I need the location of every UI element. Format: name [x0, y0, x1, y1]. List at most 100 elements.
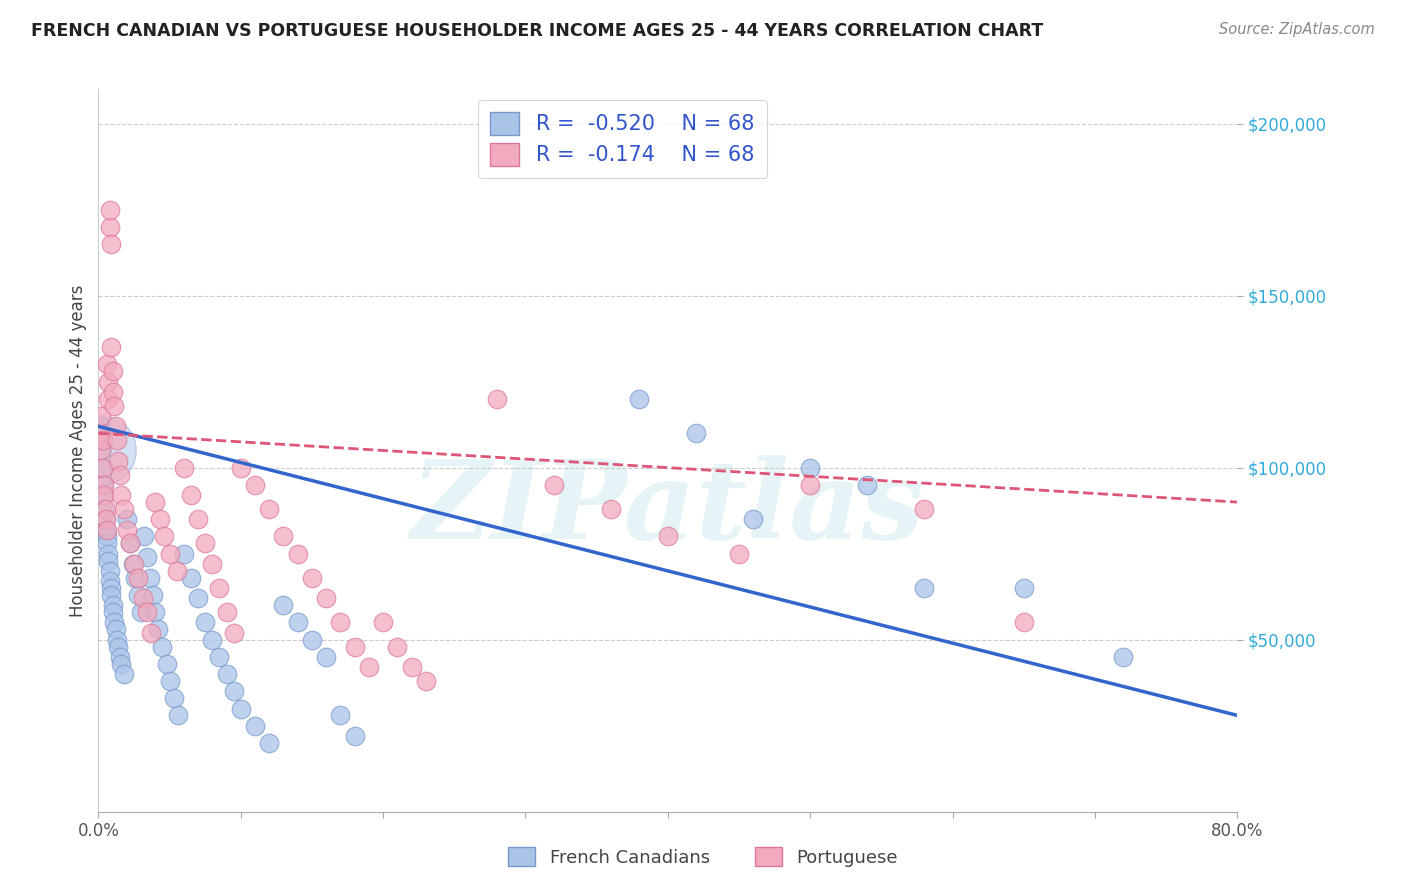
Point [105, 632, 128, 647]
Point [856, 478, 879, 492]
Point [94, 512, 117, 526]
Point [98, 202, 121, 217]
Point [110, 657, 132, 671]
Point [96, 523, 118, 537]
Point [222, 625, 245, 640]
Point [107, 640, 129, 654]
Point [912, 502, 935, 516]
Point [93, 478, 115, 492]
Point [187, 512, 209, 526]
Point [387, 640, 409, 654]
Point [121, 557, 143, 571]
Point [243, 478, 266, 492]
Point [98, 574, 121, 589]
Point [215, 667, 238, 681]
Point [118, 536, 141, 550]
Y-axis label: Householder Income Ages 25 - 44 years: Householder Income Ages 25 - 44 years [69, 285, 87, 616]
Point [1012, 581, 1035, 595]
Point [103, 399, 125, 413]
Text: Source: ZipAtlas.com: Source: ZipAtlas.com [1219, 22, 1375, 37]
Point [273, 529, 295, 543]
Point [141, 588, 163, 602]
Point [287, 547, 309, 561]
Point [159, 547, 181, 561]
Point [180, 488, 202, 502]
Point [132, 529, 155, 543]
Point [156, 657, 179, 671]
Point [129, 605, 152, 619]
Point [657, 529, 679, 543]
Point [415, 673, 437, 688]
Point [301, 632, 323, 647]
Point [259, 502, 281, 516]
Point [187, 591, 209, 606]
Point [94, 502, 117, 516]
Point [486, 392, 509, 406]
Point [131, 591, 153, 606]
Point [96, 358, 118, 372]
Point [194, 536, 217, 550]
Point [152, 640, 174, 654]
Point [287, 615, 309, 630]
Point [215, 605, 238, 619]
Point [101, 605, 124, 619]
Point [159, 673, 181, 688]
Point [357, 660, 380, 674]
Point [148, 623, 170, 637]
Point [229, 701, 252, 715]
Point [112, 667, 135, 681]
Point [101, 599, 124, 613]
Point [728, 547, 751, 561]
Point [89, 433, 111, 447]
Point [94, 523, 117, 537]
Point [149, 512, 172, 526]
Point [145, 605, 167, 619]
Point [222, 684, 245, 698]
Point [124, 571, 146, 585]
Point [173, 460, 195, 475]
Point [273, 599, 295, 613]
Point [107, 454, 129, 468]
Point [89, 426, 111, 441]
Point [110, 488, 132, 502]
Point [127, 588, 149, 602]
Point [105, 433, 128, 447]
Point [301, 571, 323, 585]
Point [1012, 615, 1035, 630]
Point [259, 736, 281, 750]
Point [93, 488, 115, 502]
Point [90, 443, 112, 458]
Point [90, 419, 112, 434]
Point [91, 433, 114, 447]
Point [329, 615, 352, 630]
Point [600, 502, 623, 516]
Point [122, 557, 145, 571]
Point [97, 375, 120, 389]
Point [799, 460, 821, 475]
Text: ZIPatlas: ZIPatlas [411, 455, 925, 562]
Point [315, 591, 337, 606]
Point [96, 529, 118, 543]
Legend: R =  -0.520    N = 68, R =  -0.174    N = 68: R = -0.520 N = 68, R = -0.174 N = 68 [478, 100, 766, 178]
Point [100, 581, 122, 595]
Point [201, 632, 224, 647]
Point [138, 571, 160, 585]
Point [90, 409, 112, 423]
Point [118, 536, 141, 550]
Point [139, 625, 162, 640]
Point [167, 708, 190, 723]
Point [194, 615, 217, 630]
Point [145, 495, 167, 509]
Point [315, 649, 337, 664]
Point [100, 340, 122, 354]
Point [180, 571, 202, 585]
Point [97, 547, 120, 561]
Point [163, 691, 186, 706]
Point [104, 419, 127, 434]
Point [208, 581, 231, 595]
Point [543, 478, 565, 492]
Point [685, 426, 707, 441]
Point [208, 649, 231, 664]
Point [401, 660, 423, 674]
Point [100, 588, 122, 602]
